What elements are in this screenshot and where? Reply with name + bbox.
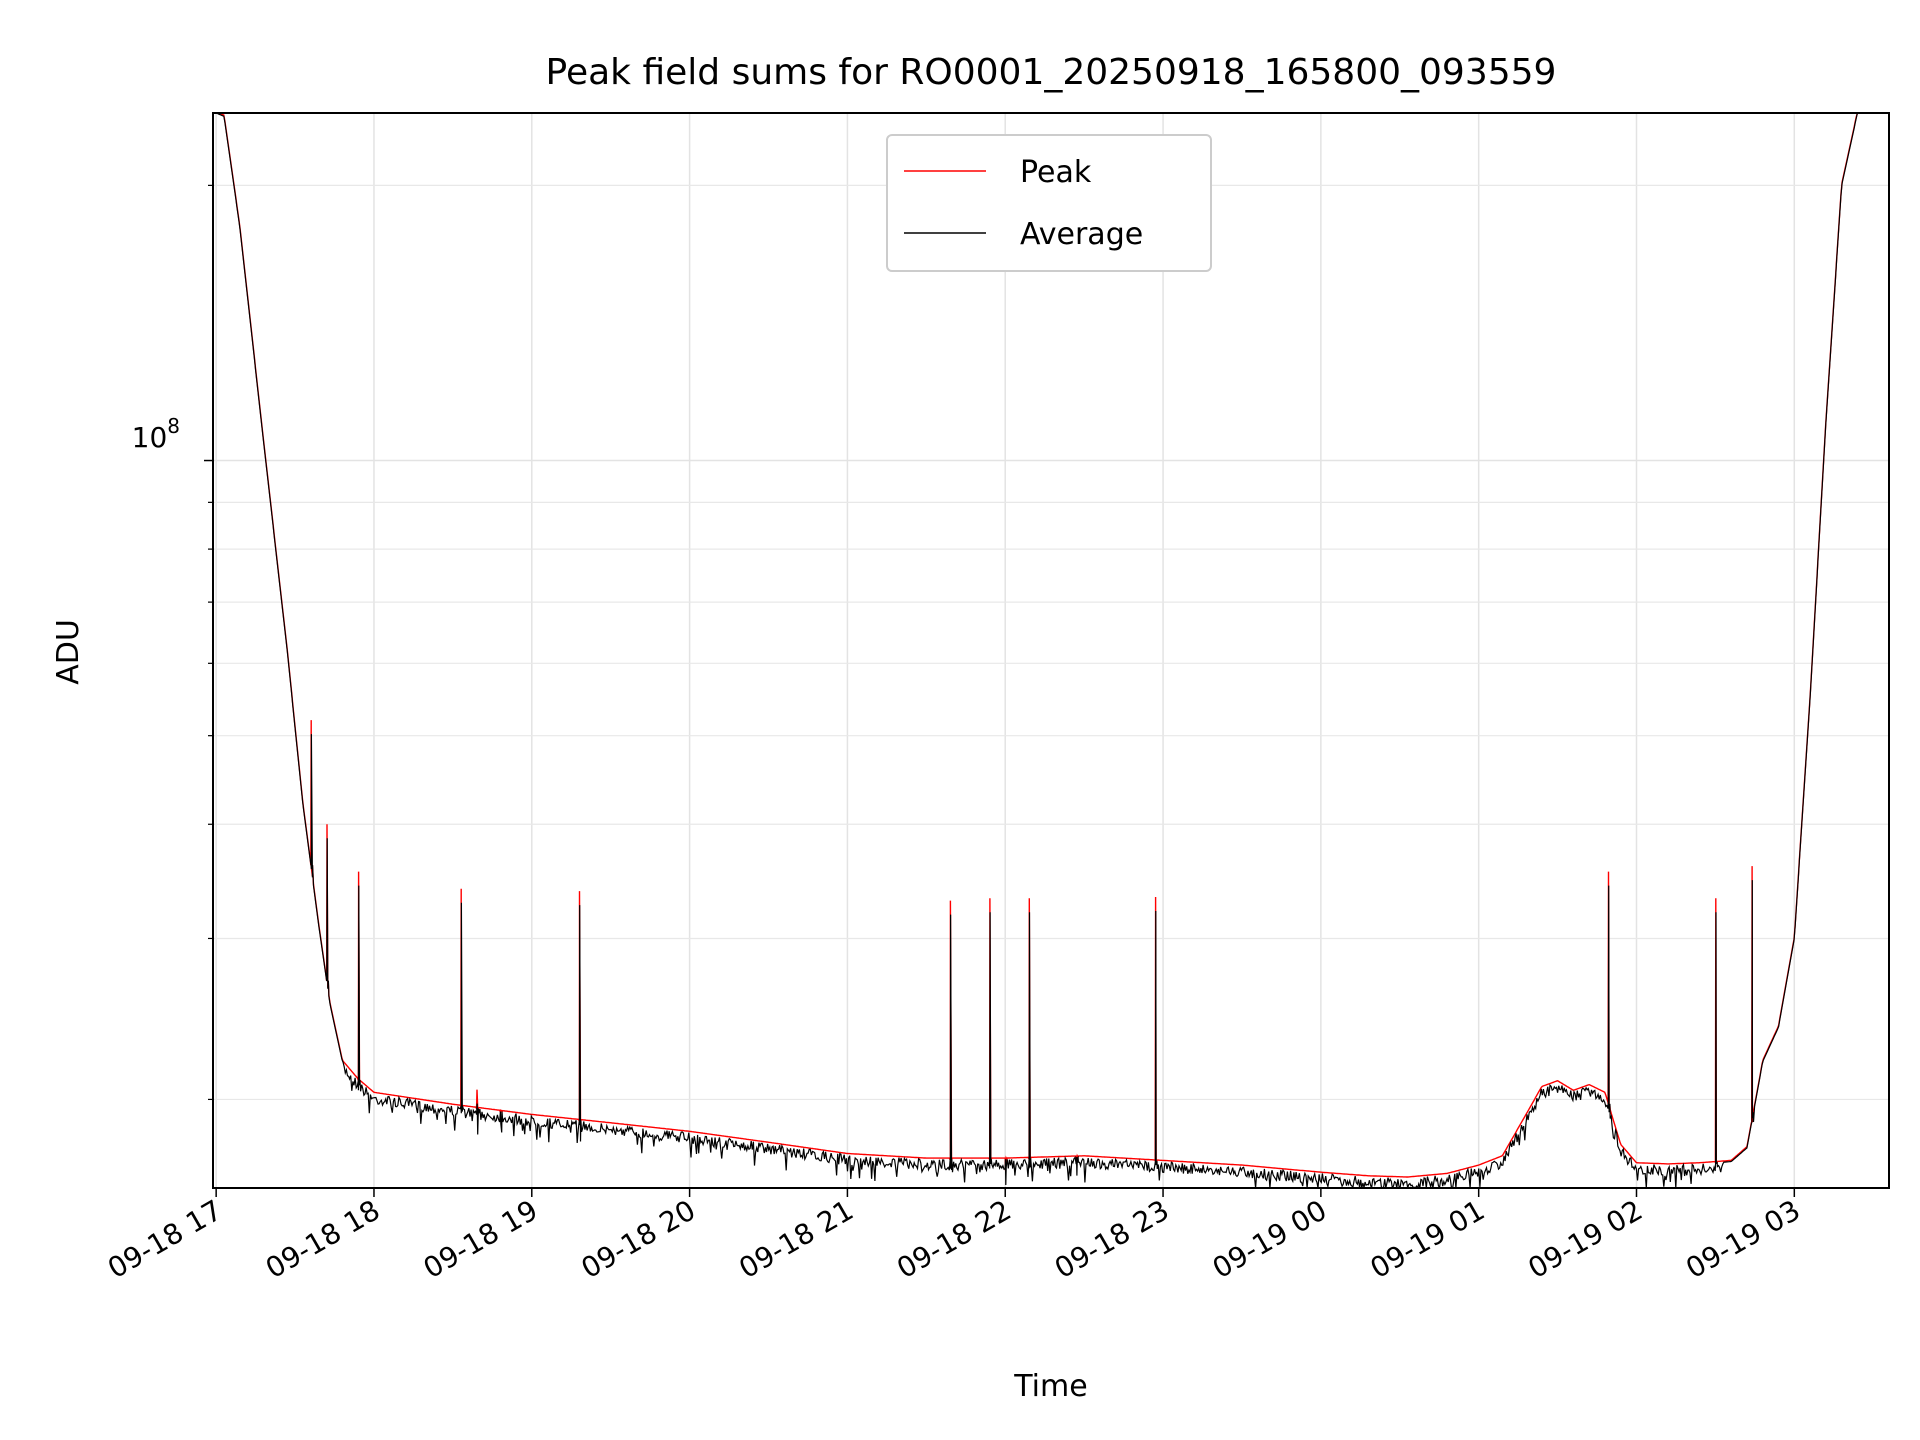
x-tick-label: 09-18 17 [102, 1193, 228, 1285]
x-tick-label: 09-18 23 [1049, 1193, 1175, 1285]
x-tick-label: 09-18 22 [891, 1193, 1017, 1285]
series-line-average [215, 113, 1858, 1188]
x-tick-label: 09-18 21 [733, 1193, 859, 1285]
x-axis-label: Time [1013, 1369, 1087, 1404]
x-tick-label: 09-18 19 [418, 1193, 544, 1285]
legend-label-peak: Peak [1020, 155, 1092, 190]
legend-label-average: Average [1020, 217, 1143, 252]
x-tick-label: 09-19 01 [1365, 1193, 1491, 1285]
y-tick-label-major: 108 [132, 414, 180, 454]
plot-frame [212, 112, 1890, 1189]
grid-lines [213, 113, 1889, 1188]
x-tick-label: 09-18 18 [260, 1193, 386, 1285]
y-axis-label: ADU [51, 619, 86, 685]
x-tick-label: 09-19 03 [1680, 1193, 1806, 1285]
x-tick-label: 09-19 00 [1207, 1193, 1333, 1285]
y-axis: 108 [132, 184, 213, 1101]
x-tick-label: 09-18 20 [576, 1193, 702, 1285]
y-tick-exponent: 8 [167, 414, 180, 438]
x-axis: 09-18 17 09-18 18 09-18 19 09-18 20 09-18 21… [102, 1188, 1806, 1285]
chart-title: Peak field sums for RO0001_20250918_1658… [546, 52, 1557, 93]
series-layer [215, 113, 1859, 1188]
y-tick-base: 10 [132, 421, 168, 454]
legend-box [886, 134, 1212, 272]
legend: Peak Average [886, 134, 1212, 272]
x-tick-label: 09-19 02 [1522, 1193, 1648, 1285]
